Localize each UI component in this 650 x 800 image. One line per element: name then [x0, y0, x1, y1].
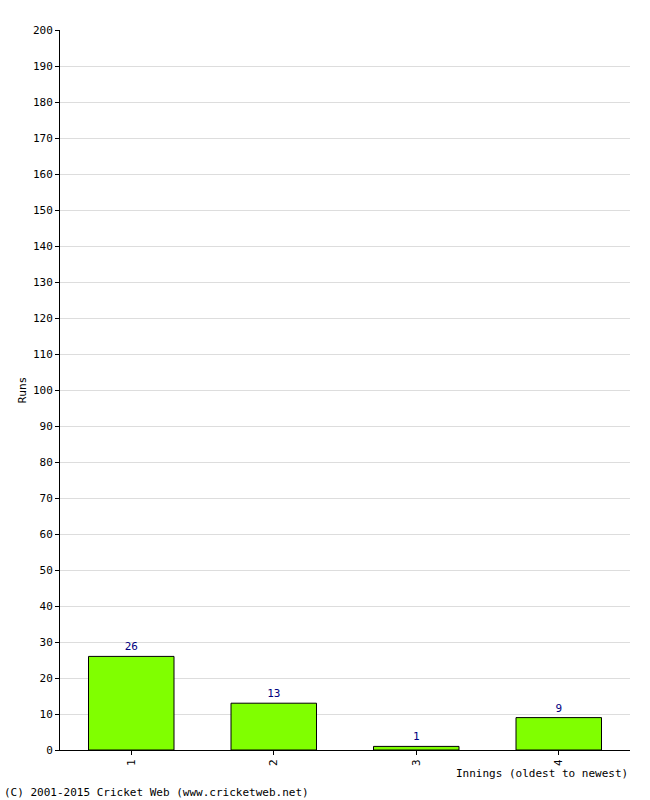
- svg-text:20: 20: [40, 672, 53, 685]
- svg-text:200: 200: [33, 24, 53, 37]
- svg-text:4: 4: [552, 759, 565, 766]
- svg-text:90: 90: [40, 420, 53, 433]
- svg-text:3: 3: [410, 759, 423, 766]
- svg-text:60: 60: [40, 528, 53, 541]
- svg-text:110: 110: [33, 348, 53, 361]
- svg-text:130: 130: [33, 276, 53, 289]
- svg-text:190: 190: [33, 60, 53, 73]
- svg-text:70: 70: [40, 492, 53, 505]
- svg-text:1: 1: [413, 730, 420, 743]
- svg-text:Innings (oldest to newest): Innings (oldest to newest): [456, 767, 628, 780]
- svg-text:(C) 2001-2015 Cricket Web (www: (C) 2001-2015 Cricket Web (www.cricketwe…: [4, 786, 309, 799]
- svg-text:80: 80: [40, 456, 53, 469]
- svg-text:150: 150: [33, 204, 53, 217]
- svg-text:13: 13: [267, 687, 280, 700]
- svg-text:180: 180: [33, 96, 53, 109]
- svg-text:26: 26: [125, 640, 138, 653]
- svg-text:2: 2: [267, 759, 280, 766]
- svg-text:40: 40: [40, 600, 53, 613]
- svg-text:1: 1: [125, 759, 138, 766]
- svg-text:160: 160: [33, 168, 53, 181]
- svg-text:100: 100: [33, 384, 53, 397]
- svg-text:Runs: Runs: [16, 377, 29, 404]
- svg-text:170: 170: [33, 132, 53, 145]
- svg-text:50: 50: [40, 564, 53, 577]
- svg-text:30: 30: [40, 636, 53, 649]
- svg-text:9: 9: [555, 702, 562, 715]
- svg-text:10: 10: [40, 708, 53, 721]
- svg-text:120: 120: [33, 312, 53, 325]
- svg-text:0: 0: [46, 744, 53, 757]
- svg-text:140: 140: [33, 240, 53, 253]
